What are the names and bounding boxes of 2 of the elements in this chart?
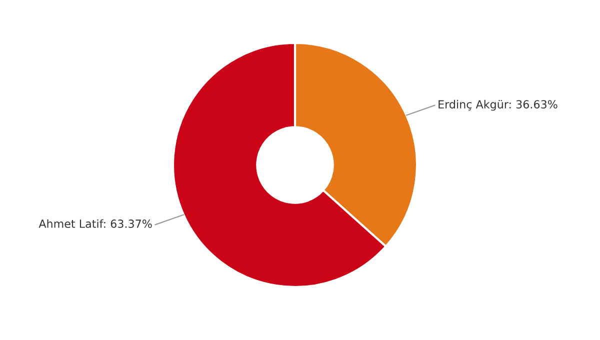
- slice-label: Ahmet Latif: 63.37%: [38, 219, 152, 228]
- slice-label: Erdinç Akgür: 36.63%: [438, 100, 558, 111]
